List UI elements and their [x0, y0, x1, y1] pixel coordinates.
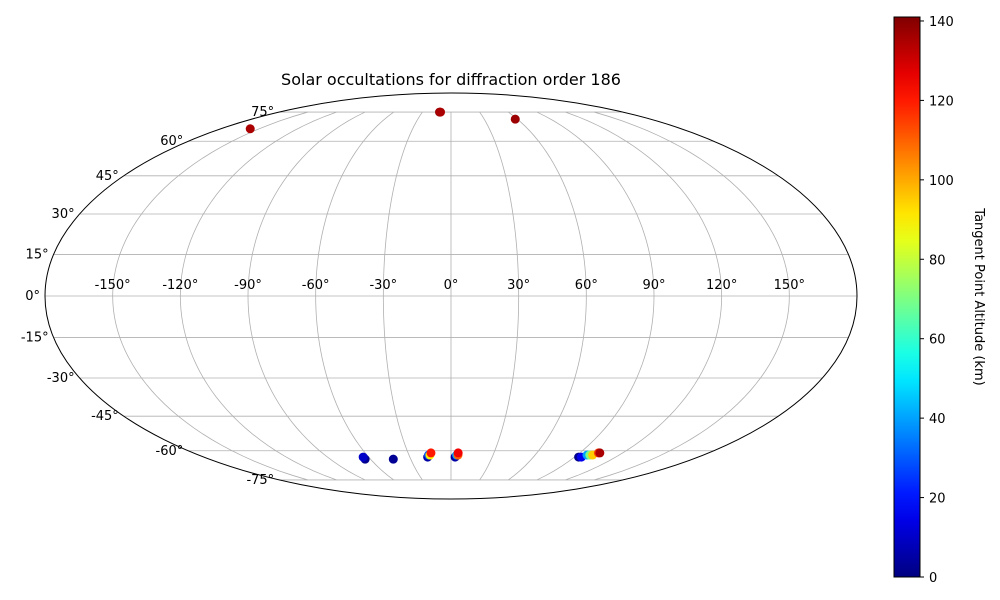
grid-meridian: [565, 111, 723, 481]
colorbar-tick-label: 60: [929, 333, 946, 348]
colorbar-label: Tangent Point Altitude (km): [971, 207, 986, 385]
grid-meridian: [382, 111, 423, 481]
grid-meridian: [594, 111, 790, 481]
chart-title: Solar occultations for diffraction order…: [281, 70, 621, 89]
colorbar-tick-label: 0: [929, 571, 937, 586]
colorbar-tick-label: 40: [929, 412, 946, 427]
grid-meridian: [479, 111, 520, 481]
x-tick-label: -90°: [234, 278, 262, 293]
y-tick-label: -15°: [21, 331, 49, 346]
x-tick-label: 60°: [575, 278, 598, 293]
x-tick-label: 0°: [444, 278, 459, 293]
y-tick-label: 0°: [25, 289, 40, 304]
y-tick-label: 30°: [52, 207, 75, 222]
y-tick-label: 75°: [251, 105, 274, 120]
colorbar-tick-label: 20: [929, 492, 946, 507]
x-tick-label: 30°: [507, 278, 530, 293]
data-point: [245, 124, 255, 134]
grid-meridian: [536, 111, 655, 481]
x-tick-label: -60°: [302, 278, 330, 293]
y-tick-labels: -75° -60° -45° -30° -15° 0° 15° 30° 45° 60° 75°: [21, 105, 274, 488]
x-tick-label: -150°: [95, 278, 131, 293]
y-tick-label: 45°: [96, 169, 119, 184]
map-points: [245, 107, 605, 464]
x-tick-label: -120°: [162, 278, 198, 293]
colorbar-tick-label: 100: [929, 174, 954, 189]
data-point: [453, 448, 463, 458]
grid-meridian: [112, 111, 308, 481]
y-tick-label: -60°: [156, 444, 184, 459]
data-point: [358, 452, 368, 462]
colorbar-tick-label: 120: [929, 94, 954, 109]
grid-meridian: [315, 111, 394, 481]
y-tick-label: -30°: [47, 371, 75, 386]
x-tick-label: -30°: [369, 278, 397, 293]
y-tick-label: -45°: [91, 409, 119, 424]
colorbar: 0 20 40 60 80 100 120 140: [893, 15, 954, 586]
data-point: [388, 454, 398, 464]
x-tick-labels: -150° -120° -90° -60° -30° 0° 30° 60° 90° 120° 150…: [95, 278, 805, 293]
grid-meridian: [179, 111, 337, 481]
y-tick-label: 60°: [160, 134, 183, 149]
grid-meridian: [508, 111, 587, 481]
colorbar-gradient: [893, 16, 921, 578]
data-point: [436, 107, 446, 117]
data-point: [510, 114, 520, 124]
x-tick-label: 150°: [774, 278, 805, 293]
x-tick-label: 90°: [642, 278, 665, 293]
x-tick-label: 120°: [706, 278, 737, 293]
data-point: [595, 448, 605, 458]
map-grid: [44, 92, 858, 500]
map-boundary: [44, 92, 858, 500]
colorbar-tick-label: 140: [929, 15, 954, 30]
y-tick-label: -75°: [246, 473, 274, 488]
data-point: [426, 448, 436, 458]
grid-meridian: [247, 111, 366, 481]
colorbar-tick-label: 80: [929, 253, 946, 268]
y-tick-label: 15°: [26, 247, 49, 262]
